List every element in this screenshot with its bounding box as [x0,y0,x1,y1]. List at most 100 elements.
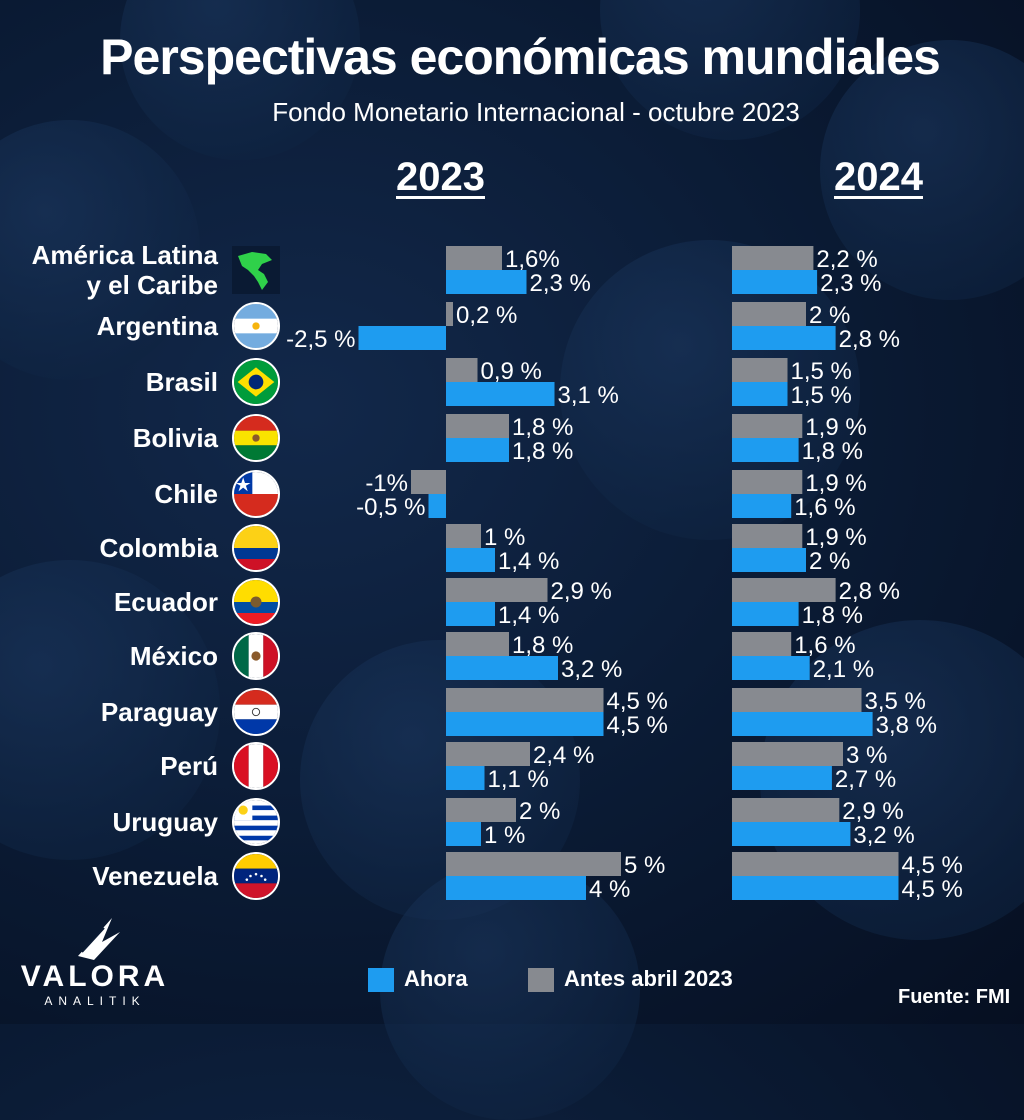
bar-2024-antes-9-bar [732,742,843,766]
bar-2024-antes-11-bar [732,852,899,876]
country-name-line: Bolivia [132,423,218,453]
bar-2023-antes-0-label: 1,6% [505,246,560,273]
bar-2023-antes-6-label: 2,9 % [551,578,612,605]
bar-2023-ahora-7-bar [446,656,558,680]
bar-2023-antes-2-bar [446,358,478,382]
country-label-9: Perú [160,751,218,781]
chart-title: Perspectivas económicas mundiales [100,29,941,85]
bar-2023-antes-3-bar [446,414,509,438]
legend-label-antes: Antes abril 2023 [564,966,733,991]
bar-2024-antes-0-label: 2,2 % [816,246,877,273]
bar-2024-ahora-5-label: 2 % [809,548,850,575]
legend-swatch-ahora [368,968,394,992]
bar-2023-antes-10-bar [446,798,516,822]
bar-2024-ahora-1-label: 2,8 % [839,326,900,353]
country-name-line: Colombia [99,533,218,563]
country-label-7: México [130,641,218,671]
bar-2024-antes-8-label: 3,5 % [865,688,926,715]
bar-2023-ahora-7-label: 3,2 % [561,656,622,683]
bar-2023-antes-1-bar [446,302,453,326]
bar-2024-antes-3-bar [732,414,803,438]
country-name-line: Paraguay [100,697,218,727]
bar-2023-ahora-6-bar [446,602,495,626]
bar-2023-ahora-10-label: 1 % [484,822,525,849]
mexico-flag-icon [232,632,280,680]
bar-2024-ahora-0-label: 2,3 % [820,270,881,297]
country-label-1: Argentina [97,311,218,341]
bar-2024-ahora-11-label: 4,5 % [902,876,963,903]
country-label-11: Venezuela [92,861,218,891]
bar-2023-antes-6-bar [446,578,548,602]
bar-2024-ahora-1-bar [732,326,836,350]
logo-subtitle: ANALITIK [44,994,146,1008]
bar-2024-ahora-8-bar [732,712,873,736]
colombia-flag-icon [232,524,280,572]
country-label-3: Bolivia [133,423,218,453]
bolivia-flag-icon [232,414,280,462]
bar-2023-antes-0-bar [446,246,502,270]
bar-2024-ahora-2-label: 1,5 % [791,382,852,409]
bar-2023-ahora-8-bar [446,712,604,736]
country-name-line: Brasil [145,367,218,397]
bar-2023-ahora-9-bar [446,766,485,790]
bar-2024-antes-7-label: 1,6 % [794,632,855,659]
bar-2024-antes-1-label: 2 % [809,302,850,329]
country-name-line: América Latina [31,240,218,270]
bar-2024-antes-3-label: 1,9 % [805,414,866,441]
bar-2023-antes-5-bar [446,524,481,548]
bar-2024-antes-8-bar [732,688,862,712]
bar-2023-ahora-11-label: 4 % [589,876,630,903]
bar-2024-antes-6-bar [732,578,836,602]
country-name-line: Ecuador [113,587,218,617]
bar-2024-antes-9-label: 3 % [846,742,887,769]
legend-swatch-antes [528,968,554,992]
chile-flag-icon [232,470,280,518]
bar-2023-ahora-2-label: 3,1 % [558,382,619,409]
bar-2023-antes-9-bar [446,742,530,766]
latin-america-map-icon [232,246,280,294]
ecuador-flag-icon [232,578,280,626]
source-note: Fuente: FMI [898,986,1011,1008]
bar-2024-ahora-9-label: 2,7 % [835,766,896,793]
bar-2024-antes-6-label: 2,8 % [839,578,900,605]
bar-2023-antes-2-label: 0,9 % [481,358,542,385]
chart-subtitle: Fondo Monetario Internacional - octubre … [272,97,800,127]
bar-2024-ahora-9-bar [732,766,832,790]
bar-2023-ahora-6-label: 1,4 % [498,602,559,629]
bar-2024-ahora-4-bar [732,494,792,518]
bar-2024-ahora-10-label: 3,2 % [853,822,914,849]
bar-2023-antes-5-label: 1 % [484,524,525,551]
valora-logo: VALORA ANALITIK [20,912,170,1012]
bar-2024-ahora-3-label: 1,8 % [802,438,863,465]
country-name-line: y el Caribe [86,270,218,300]
valora-logo-icon [78,918,120,960]
legend-label-ahora: Ahora [404,966,468,991]
logo-wordmark: VALORA [20,960,170,993]
country-label-4: Chile [154,479,218,509]
country-name-line: Venezuela [92,861,218,891]
country-label-0: América Latina y el Caribe [32,240,218,300]
bar-2023-antes-11-bar [446,852,621,876]
country-label-2: Brasil [146,367,218,397]
bar-2024-antes-2-label: 1,5 % [791,358,852,385]
bar-2023-ahora-2-bar [446,382,555,406]
bar-2024-antes-5-bar [732,524,803,548]
country-name-line: Perú [160,751,218,781]
bar-2024-ahora-7-label: 2,1 % [813,656,874,683]
bar-2024-antes-11-label: 4,5 % [902,852,963,879]
bar-2023-ahora-3-bar [446,438,509,462]
uruguay-flag-icon [232,798,280,846]
bar-2023-ahora-3-label: 1,8 % [512,438,573,465]
bar-2024-ahora-8-label: 3,8 % [876,712,937,739]
bar-2023-ahora-0-bar [446,270,527,294]
bar-2023-antes-4-label: -1% [365,470,408,497]
country-name-line: Argentina [96,311,218,341]
bar-2024-antes-2-bar [732,358,788,382]
bar-2023-ahora-10-bar [446,822,481,846]
paraguay-flag-icon [232,688,280,736]
peru-flag-icon [232,742,280,790]
bar-2023-ahora-8-label: 4,5 % [607,712,668,739]
bar-2023-ahora-4-label: -0,5 % [356,494,425,521]
bar-2024-antes-7-bar [732,632,792,656]
bar-2024-antes-4-label: 1,9 % [805,470,866,497]
